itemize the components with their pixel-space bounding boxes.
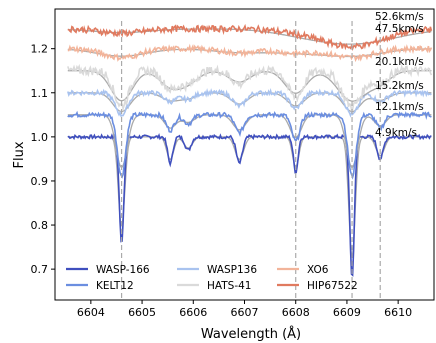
legend-label-hip67522: HIP67522	[307, 280, 358, 292]
legend-item-hats-41: HATS-41	[177, 280, 252, 292]
x-tick-label-6609: 6609	[333, 306, 361, 319]
y-axis-label: Flux	[12, 141, 27, 168]
series-line-hats-41	[67, 63, 433, 112]
y-tick-label-2: 0.9	[31, 175, 49, 188]
series-line-hip67522	[67, 23, 433, 51]
y-tick-label-1: 0.8	[31, 219, 49, 232]
x-tick-label-6606: 6606	[179, 306, 207, 319]
y-tick-label-3: 1.0	[31, 131, 49, 144]
axes: 6604 6605 6606 6607 6608 6609 6610 0.7 0.8 0.9 1.0…	[31, 8, 435, 319]
x-axis-label: Wavelength (Å)	[201, 326, 301, 342]
legend-item-wasp-166: WASP-166	[66, 264, 150, 276]
model-line-wasp-166	[67, 136, 432, 256]
series-line-xo6	[67, 43, 433, 63]
legend: WASP-166 KELT12 WASP136 HATS-41 XO6 HIP67522	[66, 264, 358, 292]
velocity-label-wasp136: 15.2km/s	[375, 80, 424, 92]
legend-label-kelt12: KELT12	[96, 280, 134, 292]
y-tick-label-4: 1.1	[31, 87, 49, 100]
x-tick-label-6604: 6604	[77, 306, 105, 319]
legend-item-hip67522: HIP67522	[277, 280, 358, 292]
legend-label-hats-41: HATS-41	[207, 280, 252, 292]
series-line-wasp-166	[67, 133, 432, 277]
x-tick-label-6608: 6608	[282, 306, 310, 319]
legend-item-wasp136: WASP136	[177, 264, 257, 276]
velocity-label-kelt12: 12.1km/s	[375, 101, 424, 113]
velocity-label-hip67522: 52.6km/s	[375, 11, 424, 23]
velocity-label-wasp-166: 4.9km/s	[375, 127, 417, 139]
model-line-kelt12	[67, 114, 432, 168]
legend-label-wasp-166: WASP-166	[96, 264, 150, 276]
plot-area	[67, 21, 433, 300]
legend-label-wasp136: WASP136	[207, 264, 257, 276]
series-line-wasp136	[67, 87, 432, 118]
velocity-label-xo6: 47.5km/s	[375, 23, 424, 35]
x-tick-label-6607: 6607	[231, 306, 259, 319]
x-tick-label-6605: 6605	[128, 306, 156, 319]
plot-lines: 4.9km/s 12.1km/s 15.2km/s 20.1km/s 47.5km/s5…	[67, 11, 433, 300]
legend-item-xo6: XO6	[277, 264, 329, 276]
y-tick-label-5: 1.2	[31, 43, 49, 56]
y-tick-label-0: 0.7	[31, 263, 49, 276]
x-tick-label-6610: 6610	[384, 306, 412, 319]
velocity-label-hats-41: 20.1km/s	[375, 56, 424, 68]
legend-item-kelt12: KELT12	[66, 280, 134, 292]
series-line-kelt12	[67, 110, 432, 180]
legend-label-xo6: XO6	[307, 264, 329, 276]
